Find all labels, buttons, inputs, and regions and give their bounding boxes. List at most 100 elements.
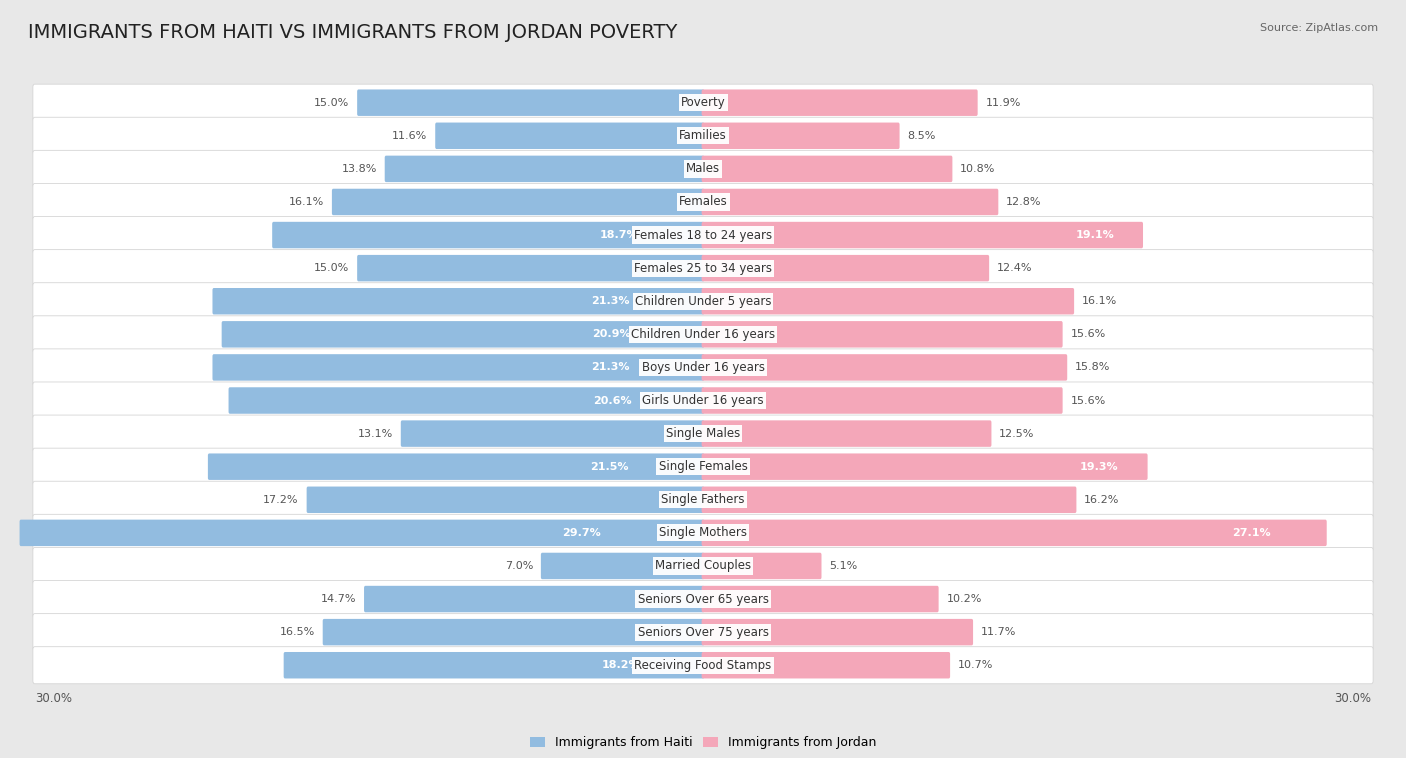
Text: 16.1%: 16.1% — [288, 197, 323, 207]
FancyBboxPatch shape — [20, 520, 704, 546]
FancyBboxPatch shape — [702, 288, 1074, 315]
FancyBboxPatch shape — [208, 453, 704, 480]
FancyBboxPatch shape — [32, 349, 1374, 386]
FancyBboxPatch shape — [32, 581, 1374, 618]
FancyBboxPatch shape — [702, 321, 1063, 348]
Text: 16.1%: 16.1% — [1083, 296, 1118, 306]
Text: Boys Under 16 years: Boys Under 16 years — [641, 361, 765, 374]
FancyBboxPatch shape — [702, 586, 939, 612]
FancyBboxPatch shape — [357, 89, 704, 116]
Text: Families: Families — [679, 130, 727, 143]
FancyBboxPatch shape — [32, 316, 1374, 353]
FancyBboxPatch shape — [702, 652, 950, 678]
FancyBboxPatch shape — [401, 421, 704, 446]
FancyBboxPatch shape — [702, 255, 990, 281]
Text: Children Under 16 years: Children Under 16 years — [631, 327, 775, 341]
FancyBboxPatch shape — [702, 520, 1327, 546]
FancyBboxPatch shape — [332, 189, 704, 215]
Text: 17.2%: 17.2% — [263, 495, 299, 505]
FancyBboxPatch shape — [229, 387, 704, 414]
FancyBboxPatch shape — [702, 487, 1077, 513]
Text: 29.7%: 29.7% — [562, 528, 600, 538]
Text: Single Females: Single Females — [658, 460, 748, 473]
Text: Receiving Food Stamps: Receiving Food Stamps — [634, 659, 772, 672]
FancyBboxPatch shape — [212, 288, 704, 315]
Text: 12.4%: 12.4% — [997, 263, 1032, 273]
Text: 14.7%: 14.7% — [321, 594, 356, 604]
Text: 21.3%: 21.3% — [591, 296, 630, 306]
Text: 30.0%: 30.0% — [1334, 692, 1371, 705]
Text: 20.9%: 20.9% — [592, 329, 631, 340]
FancyBboxPatch shape — [307, 487, 704, 513]
Text: Single Fathers: Single Fathers — [661, 493, 745, 506]
FancyBboxPatch shape — [273, 222, 704, 249]
Text: 7.0%: 7.0% — [505, 561, 533, 571]
FancyBboxPatch shape — [32, 117, 1374, 155]
FancyBboxPatch shape — [702, 155, 952, 182]
Text: 10.8%: 10.8% — [960, 164, 995, 174]
Text: 12.5%: 12.5% — [1000, 428, 1035, 439]
FancyBboxPatch shape — [702, 354, 1067, 381]
Text: 15.6%: 15.6% — [1070, 329, 1105, 340]
FancyBboxPatch shape — [702, 189, 998, 215]
Legend: Immigrants from Haiti, Immigrants from Jordan: Immigrants from Haiti, Immigrants from J… — [524, 731, 882, 754]
Text: 30.0%: 30.0% — [35, 692, 72, 705]
Text: 15.8%: 15.8% — [1076, 362, 1111, 372]
FancyBboxPatch shape — [702, 123, 900, 149]
FancyBboxPatch shape — [702, 453, 1147, 480]
Text: Girls Under 16 years: Girls Under 16 years — [643, 394, 763, 407]
FancyBboxPatch shape — [436, 123, 704, 149]
Text: Children Under 5 years: Children Under 5 years — [634, 295, 772, 308]
FancyBboxPatch shape — [32, 415, 1374, 452]
FancyBboxPatch shape — [702, 222, 1143, 249]
FancyBboxPatch shape — [32, 481, 1374, 518]
Text: 15.0%: 15.0% — [314, 263, 349, 273]
Text: Source: ZipAtlas.com: Source: ZipAtlas.com — [1260, 23, 1378, 33]
Text: 10.2%: 10.2% — [946, 594, 981, 604]
FancyBboxPatch shape — [32, 382, 1374, 419]
Text: 15.0%: 15.0% — [314, 98, 349, 108]
Text: 16.5%: 16.5% — [280, 627, 315, 637]
Text: 21.3%: 21.3% — [591, 362, 630, 372]
FancyBboxPatch shape — [541, 553, 704, 579]
Text: 21.5%: 21.5% — [591, 462, 628, 471]
FancyBboxPatch shape — [702, 619, 973, 645]
Text: 11.6%: 11.6% — [392, 131, 427, 141]
Text: 18.7%: 18.7% — [600, 230, 638, 240]
Text: 8.5%: 8.5% — [907, 131, 936, 141]
Text: 19.1%: 19.1% — [1076, 230, 1115, 240]
FancyBboxPatch shape — [32, 515, 1374, 551]
FancyBboxPatch shape — [32, 217, 1374, 254]
FancyBboxPatch shape — [32, 647, 1374, 684]
Text: 19.3%: 19.3% — [1080, 462, 1118, 471]
Text: Married Couples: Married Couples — [655, 559, 751, 572]
Text: Single Males: Single Males — [666, 427, 740, 440]
FancyBboxPatch shape — [32, 84, 1374, 121]
Text: 27.1%: 27.1% — [1232, 528, 1271, 538]
FancyBboxPatch shape — [32, 283, 1374, 320]
FancyBboxPatch shape — [32, 614, 1374, 650]
FancyBboxPatch shape — [222, 321, 704, 348]
FancyBboxPatch shape — [212, 354, 704, 381]
Text: 15.6%: 15.6% — [1070, 396, 1105, 406]
FancyBboxPatch shape — [32, 547, 1374, 584]
FancyBboxPatch shape — [357, 255, 704, 281]
FancyBboxPatch shape — [702, 553, 821, 579]
Text: 16.2%: 16.2% — [1084, 495, 1119, 505]
Text: 18.2%: 18.2% — [602, 660, 640, 670]
Text: Females: Females — [679, 196, 727, 208]
Text: 13.8%: 13.8% — [342, 164, 377, 174]
FancyBboxPatch shape — [32, 448, 1374, 485]
FancyBboxPatch shape — [385, 155, 704, 182]
Text: 20.6%: 20.6% — [593, 396, 633, 406]
Text: 10.7%: 10.7% — [957, 660, 993, 670]
FancyBboxPatch shape — [323, 619, 704, 645]
Text: Single Mothers: Single Mothers — [659, 526, 747, 540]
FancyBboxPatch shape — [32, 183, 1374, 221]
FancyBboxPatch shape — [702, 89, 977, 116]
Text: 11.9%: 11.9% — [986, 98, 1021, 108]
FancyBboxPatch shape — [702, 387, 1063, 414]
Text: Females 25 to 34 years: Females 25 to 34 years — [634, 262, 772, 274]
Text: Poverty: Poverty — [681, 96, 725, 109]
FancyBboxPatch shape — [32, 249, 1374, 287]
